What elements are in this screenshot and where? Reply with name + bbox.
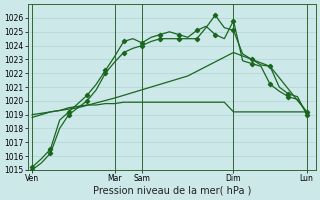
X-axis label: Pression niveau de la mer( hPa ): Pression niveau de la mer( hPa ) [92,186,251,196]
